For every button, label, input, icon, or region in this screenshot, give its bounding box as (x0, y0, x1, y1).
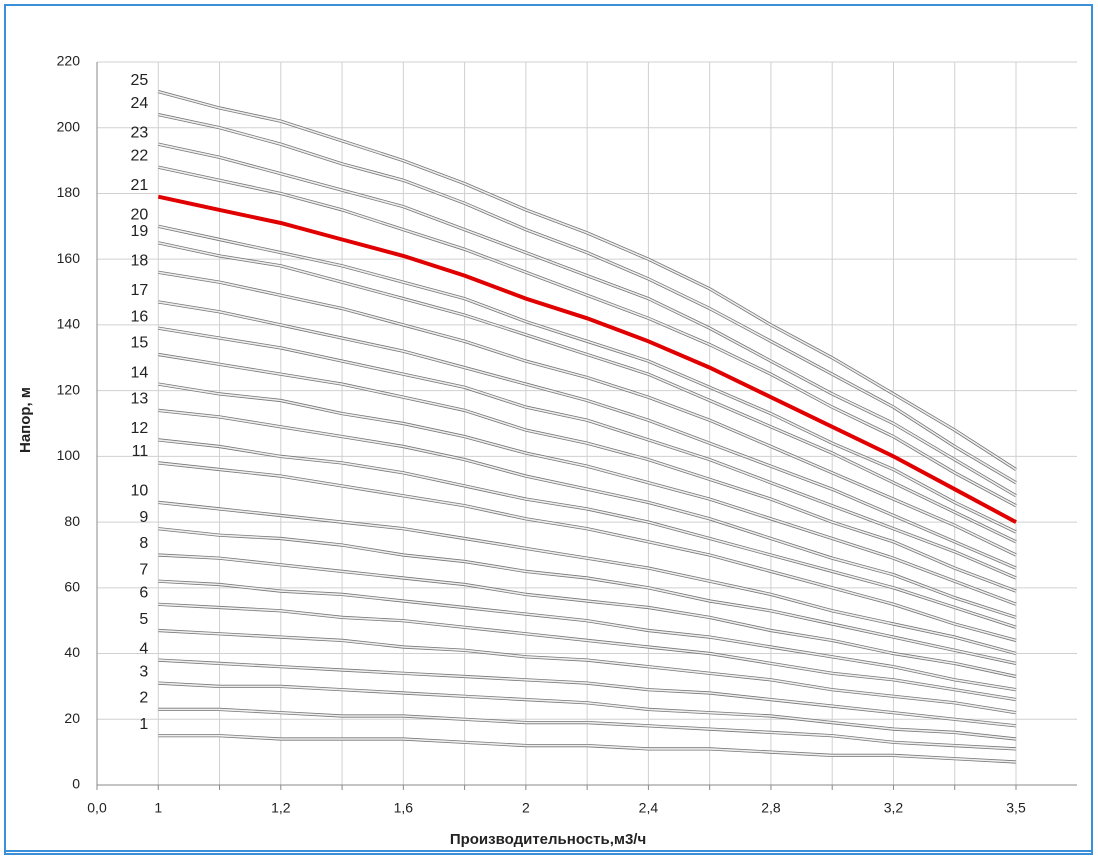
y-axis-title: Напор, м (17, 387, 34, 453)
series-line (158, 353, 1017, 592)
series-line (158, 682, 1017, 740)
series-label: 5 (139, 611, 148, 628)
series-label: 20 (130, 207, 148, 224)
y-tick-label: 60 (64, 579, 80, 595)
series-label: 12 (130, 420, 148, 437)
frame (4, 4, 1093, 855)
series-label: 25 (130, 72, 148, 89)
series-label: 9 (139, 509, 148, 526)
y-tick-label: 120 (57, 381, 81, 397)
y-tick-label: 220 (57, 53, 81, 69)
series-label: 11 (132, 443, 149, 460)
series-label: 8 (139, 535, 148, 552)
series-label: 22 (130, 147, 148, 164)
series-line (158, 166, 1017, 507)
series-label: 4 (139, 640, 148, 657)
series-line (158, 143, 1017, 497)
series-line (158, 242, 1017, 543)
series-line (157, 194, 1017, 524)
y-tick-label: 140 (57, 316, 81, 332)
series-label: 6 (139, 584, 148, 601)
x-tick-label: 0,0 (87, 800, 107, 816)
series-label: 21 (130, 177, 148, 194)
x-tick-label: 2,8 (761, 800, 781, 816)
series-line (158, 527, 1017, 665)
series-label: 24 (130, 95, 148, 112)
series-line (158, 580, 1017, 691)
x-tick-label: 1 (154, 800, 162, 816)
series-line (158, 409, 1017, 619)
series-line (158, 383, 1017, 606)
y-tick-label: 200 (57, 118, 81, 134)
series-line (158, 603, 1017, 701)
series-label: 7 (139, 561, 148, 578)
x-tick-label: 3,5 (1006, 800, 1026, 816)
series-line (158, 439, 1017, 629)
series-label: 13 (130, 391, 148, 408)
series-label: 18 (130, 253, 148, 270)
y-tick-label: 20 (64, 710, 80, 726)
series-line (158, 734, 1017, 763)
x-tick-label: 1,2 (271, 800, 291, 816)
x-tick-label: 2 (522, 800, 530, 816)
y-tick-label: 160 (57, 250, 81, 266)
series-line (158, 327, 1017, 579)
y-tick-label: 0 (72, 776, 80, 792)
series-label: 16 (130, 308, 148, 325)
y-tick-label: 100 (57, 447, 81, 463)
series-label: 10 (130, 483, 148, 500)
series-line (158, 708, 1017, 750)
series-line (158, 629, 1017, 714)
x-tick-label: 1,6 (394, 800, 414, 816)
y-tick-label: 180 (57, 184, 81, 200)
series-label: 2 (139, 690, 148, 707)
series-line (158, 113, 1017, 484)
series-line (158, 462, 1017, 642)
y-tick-label: 40 (64, 644, 80, 660)
series-label: 14 (130, 364, 148, 381)
x-tick-label: 3,2 (884, 800, 904, 816)
series-label: 1 (139, 716, 148, 733)
series-label: 3 (139, 663, 148, 680)
series-line (158, 225, 1017, 533)
series-label: 23 (130, 124, 148, 141)
series-label: 19 (130, 223, 148, 240)
series-label: 17 (130, 282, 148, 299)
series-line (158, 271, 1017, 556)
series-line (158, 90, 1017, 471)
series-line (158, 501, 1017, 655)
series-line (158, 554, 1017, 678)
series-line (158, 659, 1017, 727)
series-line (158, 301, 1017, 569)
x-tick-label: 2,4 (639, 800, 659, 816)
y-tick-label: 80 (64, 513, 80, 529)
x-axis-title: Производительность,м3/ч (450, 831, 646, 848)
series-label: 15 (130, 335, 148, 352)
